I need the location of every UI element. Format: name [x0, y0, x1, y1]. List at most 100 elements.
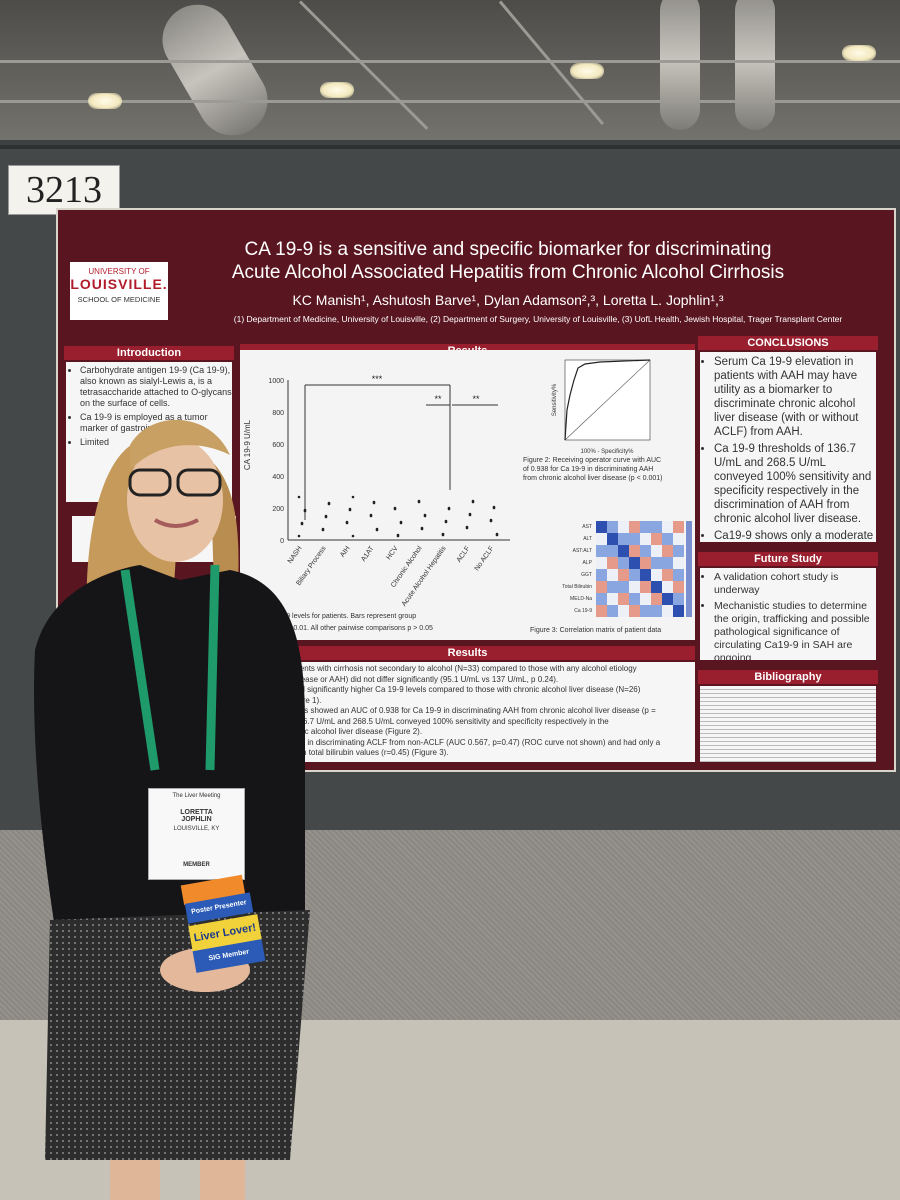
heatmap-cell: [640, 605, 651, 617]
sig-mark: **: [434, 394, 442, 404]
x-category-label: AIH: [339, 545, 351, 559]
heatmap-cell: [618, 521, 629, 533]
results2-line: e correlation with total bilirubin value…: [246, 748, 449, 757]
y-axis-label: CA 19-9 U/mL: [243, 419, 252, 470]
heatmap-cell: [596, 533, 607, 545]
heatmap-cell: [662, 593, 673, 605]
scatter-point: [348, 508, 352, 512]
heatmap-cell: [662, 605, 673, 617]
heatmap-cell: [673, 521, 684, 533]
heatmap-cell: [640, 557, 651, 569]
heatmap-cell: [662, 545, 673, 557]
hair-top: [130, 419, 230, 470]
heatmap-cell: [673, 557, 684, 569]
badge-role: MEMBER: [183, 862, 210, 868]
heatmap-cell: [596, 581, 607, 593]
bibliography-panel: [700, 686, 876, 762]
research-poster: UNIVERSITY OF LOUISVILLE. SCHOOL OF MEDI…: [58, 210, 894, 770]
scatter-point: [351, 495, 355, 499]
roc-curve: [564, 359, 651, 441]
glasses-right: [176, 468, 222, 497]
heatmap-cell: [596, 521, 607, 533]
results2-line: tor curve analysis showed an AUC of 0.93…: [246, 706, 656, 715]
heatmap-cell: [607, 521, 618, 533]
heatmap-cell: [618, 569, 629, 581]
scatter-point: [417, 500, 421, 504]
heatmap-cell: [629, 545, 640, 557]
y-tick: 800: [272, 410, 284, 417]
future-bullet: Mechanistic studies to determine the ori…: [714, 600, 876, 660]
heatmap-cell: [629, 557, 640, 569]
logo-line3: SCHOOL OF MEDICINE: [77, 295, 161, 304]
heatmap-cell: [640, 569, 651, 581]
future-bullet: A validation cohort study is underway: [714, 571, 876, 597]
air-duct: [660, 0, 700, 130]
heatmap-cell: [651, 545, 662, 557]
lanyard-right: [205, 564, 220, 771]
figure2-roc: Sensitivity% 100% - Specificity% Figure …: [523, 359, 663, 482]
heatmap-cell: [651, 581, 662, 593]
heatmap-cell: [673, 593, 684, 605]
y-tick: 1000: [268, 378, 284, 385]
heatmap-cell: [673, 533, 684, 545]
heatmap-cell: [651, 521, 662, 533]
title-line1: CA 19-9 is a sensitive and specific biom…: [244, 239, 772, 260]
scatter-point: [396, 534, 400, 538]
poster-title: CA 19-9 is a sensitive and specific biom…: [228, 238, 788, 284]
heatmap-cell: [651, 557, 662, 569]
heatmap-cell: [629, 533, 640, 545]
board-number-sign: 3213: [8, 165, 120, 215]
fig1-caption-2: 0.001, *** p < 0.01. All other pairwise …: [250, 625, 433, 632]
badge-last-name: JOPHLIN: [181, 816, 212, 823]
results2-heading: Results: [240, 646, 695, 660]
heatmap-cell: [640, 545, 651, 557]
heatmap-cell: [673, 581, 684, 593]
results-figures: CA 19-9 U/mL 1000 800 600 400 200 0 *** …: [243, 359, 692, 634]
badge-city: LOUISVILLE, KY: [173, 826, 220, 832]
sig-mark: ***: [372, 374, 383, 384]
scatter-point: [441, 533, 445, 537]
conclusion-bullet: Ca19-9 shows only a moderate positive co…: [714, 529, 876, 542]
results2-line: AAH from chronic alcohol liver disease (…: [246, 727, 423, 736]
heatmap-cell: [651, 569, 662, 581]
fig2-caption-line: of 0.938 for Ca 19-9 in discriminating A…: [523, 466, 653, 473]
x-category-label: No ACLF: [474, 545, 496, 572]
heatmap-row-label: Total Bilirubin: [562, 584, 592, 590]
ceiling: [0, 0, 900, 150]
scatter-point: [375, 528, 379, 532]
heatmap-cell: [673, 569, 684, 581]
badge-first-name: LORETTA: [180, 809, 213, 816]
lanyard-left: [120, 569, 160, 771]
heatmap-cell: [673, 605, 684, 617]
x-category-label: Acute Alcohol Hepatitis: [401, 545, 448, 608]
heatmap-colorbar: [686, 521, 692, 617]
intro-heading: Introduction: [64, 346, 234, 360]
heatmap-cell: [618, 593, 629, 605]
fig2-caption-line: Figure 2: Receiving operator curve with …: [523, 457, 661, 464]
future-study-panel: A validation cohort study is underway Me…: [700, 568, 876, 660]
conclusions-panel: Serum Ca 19-9 elevation in patients with…: [700, 352, 876, 542]
heatmap-cell: [596, 605, 607, 617]
heatmap-cell: [640, 533, 651, 545]
heatmap-cell: [629, 521, 640, 533]
heatmap-row-label: AST: [582, 524, 592, 530]
heatmap-row-label: Ca 19-9: [574, 608, 592, 614]
fig2-caption: Figure 2: Receiving operator curve with …: [523, 457, 663, 482]
results2-line: alcohol liver disease or AAH) did not di…: [246, 674, 559, 684]
x-category-label: ACLF: [456, 545, 472, 564]
scatter-point: [345, 521, 349, 525]
fig3-caption: Figure 3: Correlation matrix of patient …: [530, 627, 661, 634]
heatmap-cell: [618, 557, 629, 569]
conclusions-heading: CONCLUSIONS: [698, 336, 878, 350]
results2-line: showed no utility in discriminating ACLF…: [246, 737, 661, 747]
ceiling-truss: [298, 0, 429, 130]
future-study-heading: Future Study: [698, 552, 878, 566]
x-category-label: A1AT: [360, 545, 376, 564]
smile: [153, 518, 199, 528]
leg: [110, 1160, 160, 1200]
university-logo: UNIVERSITY OF LOUISVILLE. SCHOOL OF MEDI…: [70, 262, 168, 320]
heatmap-cell: [607, 593, 618, 605]
scatter-point: [321, 528, 325, 532]
skirt-pattern: [45, 910, 310, 1160]
scatter-point: [465, 526, 469, 530]
